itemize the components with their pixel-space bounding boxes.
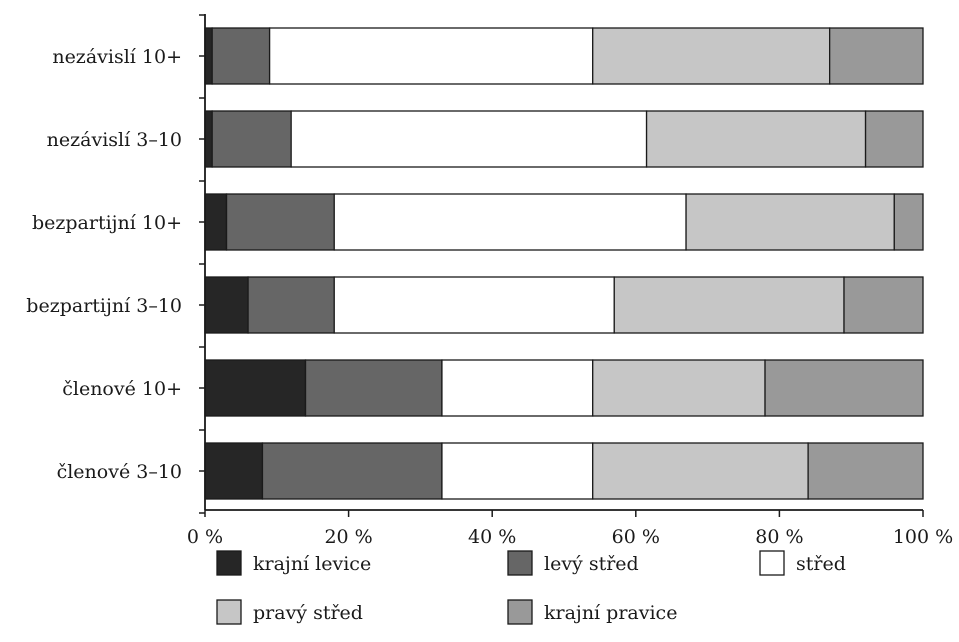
bar-segment-nezavisli-10-krajni-pravice: [829, 27, 924, 85]
bar-segment-bezpartijni-10-krajni-levice: [204, 193, 228, 251]
legend-swatch-pravy-stred: [216, 599, 242, 625]
bar-segment-clenove-10-krajni-levice: [204, 359, 307, 417]
bar-segment-clenove-3-10-krajni-levice: [204, 442, 264, 500]
axes-layer: nezávislí 10+ nezávislí 3–10 bezpartijní 1…: [26, 14, 953, 548]
bar-segment-bezpartijni-3-10-stred: [333, 276, 615, 334]
bars-layer: [204, 27, 924, 500]
bar-segment-nezavisli-10-stred: [268, 27, 594, 85]
legend-label-krajni-pravice: krajní pravice: [544, 602, 677, 624]
bar-segment-nezavisli-3-10-levy-stred: [211, 110, 292, 168]
bar-segment-bezpartijni-10-stred: [333, 193, 687, 251]
bar-segment-clenove-3-10-pravy-stred: [592, 442, 809, 500]
bar-segment-bezpartijni-3-10-krajni-levice: [204, 276, 249, 334]
category-label: členové 3–10: [57, 461, 182, 483]
bar-segment-nezavisli-3-10-stred: [290, 110, 648, 168]
legend-label-krajni-levice: krajní levice: [253, 553, 371, 575]
bar-segment-clenove-3-10-levy-stred: [261, 442, 443, 500]
bar-segment-clenove-3-10-krajni-pravice: [807, 442, 924, 500]
category-label: nezávislí 3–10: [47, 129, 182, 151]
legend-swatch-krajni-levice: [216, 550, 242, 576]
bar-segment-clenove-10-pravy-stred: [592, 359, 766, 417]
x-tick-label: 0 %: [187, 526, 223, 548]
category-label: bezpartijní 3–10: [26, 295, 182, 317]
bar-segment-bezpartijni-3-10-levy-stred: [247, 276, 335, 334]
bar-segment-clenove-10-levy-stred: [304, 359, 443, 417]
bar-segment-nezavisli-3-10-pravy-stred: [645, 110, 867, 168]
bar-segment-nezavisli-10-levy-stred: [211, 27, 271, 85]
x-tick-label: 40 %: [468, 526, 516, 548]
bar-segment-bezpartijni-10-krajni-pravice: [893, 193, 924, 251]
legend-swatch-levy-stred: [507, 550, 533, 576]
bar-segment-bezpartijni-10-levy-stred: [225, 193, 335, 251]
x-tick-label: 80 %: [755, 526, 803, 548]
bar-segment-nezavisli-3-10-krajni-pravice: [864, 110, 924, 168]
category-label: nezávislí 10+: [52, 46, 182, 68]
legend-label-stred: střed: [796, 553, 846, 575]
x-tick-label: 60 %: [612, 526, 660, 548]
bar-segment-bezpartijni-3-10-pravy-stred: [613, 276, 845, 334]
legend: krajní levice levý střed střed pravý střed k…: [216, 550, 846, 625]
legend-swatch-stred: [759, 550, 785, 576]
category-label: členové 10+: [62, 378, 182, 400]
bar-segment-nezavisli-3-10-krajni-levice: [204, 110, 213, 168]
bar-segment-clenove-3-10-stred: [441, 442, 594, 500]
x-tick-label: 20 %: [324, 526, 372, 548]
category-label: bezpartijní 10+: [32, 212, 182, 234]
bar-segment-nezavisli-10-pravy-stred: [592, 27, 831, 85]
bar-segment-clenove-10-stred: [441, 359, 594, 417]
legend-swatch-krajni-pravice: [507, 599, 533, 625]
bar-segment-nezavisli-10-krajni-levice: [204, 27, 213, 85]
bar-segment-clenove-10-krajni-pravice: [764, 359, 924, 417]
legend-label-levy-stred: levý střed: [544, 553, 639, 575]
bar-segment-bezpartijni-10-pravy-stred: [685, 193, 895, 251]
bar-segment-bezpartijni-3-10-krajni-pravice: [843, 276, 924, 334]
x-tick-label: 100 %: [893, 526, 953, 548]
legend-label-pravy-stred: pravý střed: [253, 602, 363, 624]
